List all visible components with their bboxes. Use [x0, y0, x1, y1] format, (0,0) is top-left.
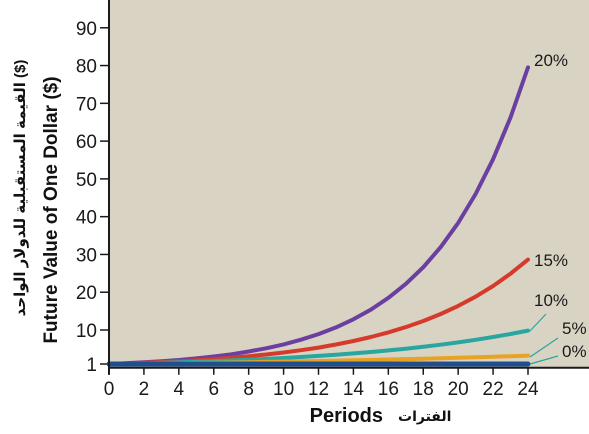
x-tick-label: 14 — [343, 379, 365, 400]
x-tick-label: 6 — [208, 379, 219, 400]
x-tick-label: 16 — [378, 379, 399, 400]
y-axis-ticks: 1 10 20 30 40 50 60 70 80 90 — [76, 19, 109, 376]
y-tick-label: 60 — [76, 132, 97, 153]
x-tick-label: 2 — [139, 379, 150, 400]
series-lines — [106, 65, 531, 367]
y-tick-label: 80 — [76, 57, 97, 78]
x-tick-label: 18 — [413, 379, 434, 400]
series-label-0pct: 0% — [562, 342, 587, 361]
series-label-5pct: 5% — [562, 319, 587, 338]
y-tick-label: 20 — [76, 283, 97, 304]
y-axis-title: Future Value of One Dollar ($) — [41, 76, 62, 343]
leader-line-0pct — [529, 355, 559, 365]
x-tick-label: 22 — [483, 379, 504, 400]
leader-line-10pct — [529, 313, 547, 332]
y-tick-label: 50 — [76, 170, 97, 191]
y-tick-label: 90 — [76, 19, 97, 40]
x-tick-label: 0 — [104, 379, 115, 400]
x-axis-title: Periods — [310, 405, 383, 427]
y-axis-title-arabic: القيمة المستقبلية للدولار الواحد ($) — [12, 60, 29, 317]
x-tick-label: 10 — [273, 379, 294, 400]
x-axis-title-arabic: الفترات — [398, 408, 451, 425]
x-tick-label: 4 — [174, 379, 185, 400]
x-tick-label: 24 — [517, 379, 539, 400]
series-label-10pct: 10% — [534, 291, 568, 310]
series-labels: 20% 15% 10% 5% 0% — [534, 51, 587, 361]
y-tick-label: 70 — [76, 94, 97, 115]
plot-background — [109, 0, 589, 368]
x-tick-label: 8 — [243, 379, 254, 400]
series-label-20pct: 20% — [534, 51, 568, 70]
leader-line-5pct — [529, 337, 559, 358]
series-label-15pct: 15% — [534, 251, 568, 270]
x-tick-label: 20 — [448, 379, 469, 400]
y-tick-label: 30 — [76, 245, 97, 266]
y-tick-label: 1 — [86, 355, 97, 376]
y-tick-label: 10 — [76, 321, 97, 342]
series-leader-lines — [529, 313, 559, 365]
y-tick-label: 40 — [76, 208, 97, 229]
x-tick-label: 12 — [308, 379, 329, 400]
x-axis-ticks: 0 2 4 6 8 10 12 14 16 18 20 22 24 — [104, 367, 539, 400]
